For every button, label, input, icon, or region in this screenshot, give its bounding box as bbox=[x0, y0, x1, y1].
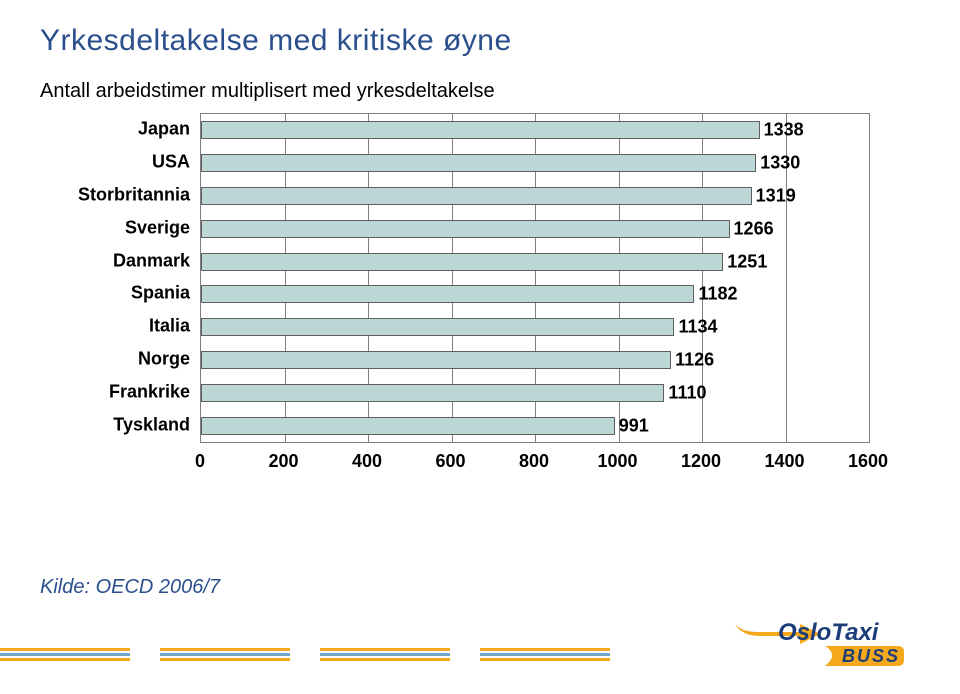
bar bbox=[201, 253, 723, 271]
category-label: Spania bbox=[131, 283, 190, 304]
stripe-line bbox=[480, 653, 610, 656]
stripe-line bbox=[0, 653, 130, 656]
category-label: Norge bbox=[138, 349, 190, 370]
x-tick-label: 1200 bbox=[681, 451, 721, 472]
value-label: 1110 bbox=[668, 382, 706, 403]
x-tick-label: 200 bbox=[268, 451, 298, 472]
stripe-segment bbox=[320, 648, 450, 664]
page-subtitle: Antall arbeidstimer multiplisert med yrk… bbox=[40, 80, 920, 103]
x-tick-label: 800 bbox=[519, 451, 549, 472]
plot-area: 1338 1330 1319 1266 1251 1182 1134 1126 1110 991 bbox=[200, 113, 870, 443]
category-label: Tyskland bbox=[113, 414, 190, 435]
stripe-line bbox=[480, 658, 610, 661]
bar bbox=[201, 121, 760, 139]
category-label: Italia bbox=[149, 316, 190, 337]
value-label: 1134 bbox=[678, 317, 717, 338]
value-label: 1330 bbox=[760, 153, 800, 174]
value-label: 1126 bbox=[675, 350, 714, 371]
stripe-segment bbox=[0, 648, 130, 664]
category-label: Japan bbox=[138, 119, 190, 140]
oslotaxi-buss-logo: OsloTaxi BUSS bbox=[730, 610, 920, 670]
bar bbox=[201, 318, 674, 336]
stripe-line bbox=[480, 648, 610, 651]
logo-buss-badge: BUSS bbox=[825, 646, 904, 666]
logo-text-line2: BUSS bbox=[842, 646, 900, 666]
source-citation: Kilde: OECD 2006/7 bbox=[40, 576, 220, 599]
category-label: Sverige bbox=[125, 217, 190, 238]
page-title: Yrkesdeltakelse med kritiske øyne bbox=[40, 24, 920, 58]
x-axis: 02004006008001000120014001600 bbox=[200, 445, 870, 475]
value-label: 1251 bbox=[727, 251, 767, 272]
stripe-line bbox=[160, 648, 290, 651]
bar bbox=[201, 285, 694, 303]
bar bbox=[201, 154, 756, 172]
bar-chart: Japan USA Storbritannia Sverige Danmark Spani… bbox=[50, 113, 870, 483]
bar bbox=[201, 351, 671, 369]
bar bbox=[201, 220, 730, 238]
category-label: USA bbox=[152, 152, 190, 173]
logo-text-line1: OsloTaxi bbox=[778, 619, 880, 646]
x-tick-label: 400 bbox=[352, 451, 382, 472]
stripe-line bbox=[0, 658, 130, 661]
stripe-line bbox=[320, 648, 450, 651]
stripe-line bbox=[320, 653, 450, 656]
y-axis-labels: Japan USA Storbritannia Sverige Danmark Spani… bbox=[50, 113, 200, 483]
value-label: 991 bbox=[619, 415, 649, 436]
bar bbox=[201, 187, 752, 205]
stripe-line bbox=[160, 658, 290, 661]
stripe-line bbox=[320, 658, 450, 661]
stripe-line bbox=[160, 653, 290, 656]
value-label: 1182 bbox=[698, 284, 737, 305]
category-label: Storbritannia bbox=[78, 185, 190, 206]
x-tick-label: 1000 bbox=[597, 451, 637, 472]
x-tick-label: 1600 bbox=[848, 451, 888, 472]
category-label: Danmark bbox=[113, 250, 190, 271]
stripe-segment bbox=[160, 648, 290, 664]
stripe-segment bbox=[480, 648, 610, 664]
category-label: Frankrike bbox=[109, 381, 190, 402]
value-label: 1319 bbox=[756, 186, 796, 207]
slide: Yrkesdeltakelse med kritiske øyne Antall… bbox=[0, 0, 960, 694]
value-label: 1338 bbox=[764, 120, 804, 141]
footer-stripes bbox=[0, 648, 640, 664]
bar bbox=[201, 384, 664, 402]
bar bbox=[201, 417, 615, 435]
x-tick-label: 0 bbox=[195, 451, 205, 472]
x-tick-label: 600 bbox=[435, 451, 465, 472]
value-label: 1266 bbox=[734, 218, 774, 239]
stripe-line bbox=[0, 648, 130, 651]
x-tick-label: 1400 bbox=[764, 451, 804, 472]
